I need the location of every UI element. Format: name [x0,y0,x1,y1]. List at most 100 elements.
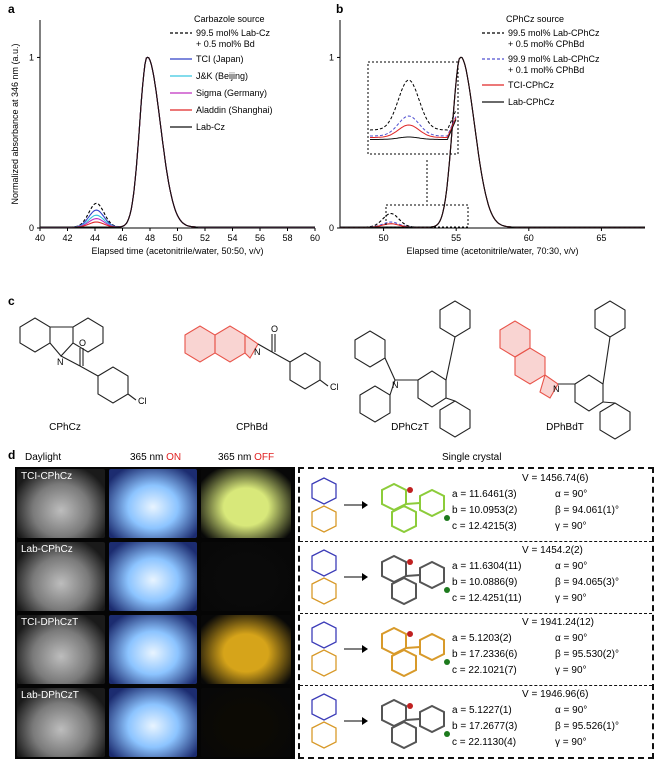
x-axis-label: Elapsed time (acetonitrile/water, 50:50,… [91,246,263,256]
o-label-2: O [271,324,278,334]
photo-uv-off [201,469,291,538]
cphbd-structure [184,325,329,390]
molecule-ring-3 [419,560,445,590]
x-tick-label: 60 [524,233,534,243]
cell-a: a = 5.1203(2) [452,633,512,644]
cell-c: c = 12.4215(3) [452,521,517,532]
molecule-ring-2 [391,504,417,534]
y-axis-label: Normalized absorbance at 346 nm (a.u.) [10,43,20,204]
legend-label-2: TCI-CPhCz [508,80,555,90]
series-line-5 [40,56,315,228]
x-tick-label: 65 [596,233,606,243]
photo-uv-on [109,469,197,538]
legend-title: Carbazole source [194,14,265,24]
x-tick-label: 55 [451,233,461,243]
cell-alpha: α = 90° [555,489,588,500]
molecule-bond [405,646,421,649]
n-label-2: N [254,347,261,357]
arrow-head [362,717,368,725]
inset-series-0 [369,79,457,131]
sample-label: Lab-CPhCz [21,544,73,555]
arrow-head [362,573,368,581]
photo-uv-on [109,615,197,684]
panel-letter-b: b [336,2,344,16]
sample-label: TCI-DPhCzT [21,617,79,628]
cl-label-1: Cl [138,396,147,406]
photo-uv-on [109,688,197,757]
panel-letter-d: d [8,448,16,462]
dphczt-structure [354,300,471,438]
cell-c: c = 22.1130(4) [452,737,517,748]
unit-cell-bottom [311,721,337,749]
x-axis-label: Elapsed time (acetonitrile/water, 70:30,… [406,246,578,256]
series-line-3 [340,56,645,228]
inset-series-2 [370,117,457,138]
cell-gamma: γ = 90° [555,737,587,748]
molecule-ring-3 [419,704,445,734]
molecule-ring-2 [391,576,417,606]
chlorine-atom [444,731,450,737]
zoom-region-box [385,204,469,228]
cell-beta: β = 94.065(3)° [555,577,619,588]
inset-box [367,61,459,155]
panel-letter-a: a [8,2,15,16]
series-line-0 [40,56,315,228]
cell-c: c = 22.1021(7) [452,665,517,676]
cell-beta: β = 95.530(2)° [555,649,619,660]
legend-label-2: J&K (Beijing) [196,71,248,81]
legend-label-3: Lab-CPhCz [508,97,555,107]
cell-b: b = 17.2336(6) [452,649,518,660]
unit-cell-top [311,477,337,505]
x-tick-label: 60 [310,233,320,243]
panel-letter-c: c [8,294,15,308]
inset-series-1 [370,115,457,137]
cell-b: b = 10.0953(2) [452,505,518,516]
chlorine-atom [444,587,450,593]
cell-alpha: α = 90° [555,561,588,572]
y-tick-label: 1 [329,52,334,62]
y-tick-label: 0 [329,223,334,233]
photo-uv-off [201,542,291,611]
sample-label: Lab-DPhCzT [21,690,79,701]
n-label-1: N [57,357,64,367]
legend-label-3: Sigma (Germany) [196,88,267,98]
molecule-ring-3 [419,632,445,662]
molecule-ring-2 [391,720,417,750]
oxygen-atom [407,631,413,637]
crystal-structure-image [311,549,450,606]
header-crystal: Single crystal [442,452,502,463]
cell-beta: β = 94.061(1)° [555,505,619,516]
series-line-1 [340,56,645,228]
photo-daylight [17,469,105,538]
crystal-structure-image [311,693,450,750]
cell-volume: V = 1454.2(2) [522,545,583,556]
cell-gamma: γ = 90° [555,521,587,532]
series-line-1 [40,56,315,228]
y-tick-label: 1 [29,52,34,62]
x-tick-label: 54 [227,233,237,243]
dphbdt-structure [499,300,631,440]
crystal-row-separator [300,685,652,686]
cell-alpha: α = 90° [555,705,588,716]
series-line-2 [340,56,645,228]
cell-volume: V = 1456.74(6) [522,473,589,484]
legend-title: CPhCz source [506,14,564,24]
header-uv-on: 365 nm ON [130,452,182,463]
cell-beta: β = 95.526(1)° [555,721,619,732]
structures-panel: Cl Cl O O N N N N CPhCz CPhBd DPhCzT DPh… [19,300,631,440]
n-label-4: N [553,384,560,394]
series-line-2 [40,56,315,228]
photo-uv-on [109,542,197,611]
cell-a: a = 11.6304(11) [452,561,522,572]
o-label-1: O [79,338,86,348]
photo-uv-off [201,615,291,684]
chlorine-atom [444,659,450,665]
cell-gamma: γ = 90° [555,593,587,604]
x-tick-label: 52 [200,233,210,243]
cell-a: a = 5.1227(1) [452,705,512,716]
molecule-ring-2 [391,648,417,678]
cell-alpha: α = 90° [555,633,588,644]
series-line-0 [340,56,645,228]
molecule-bond [405,718,421,721]
x-tick-label: 44 [90,233,100,243]
